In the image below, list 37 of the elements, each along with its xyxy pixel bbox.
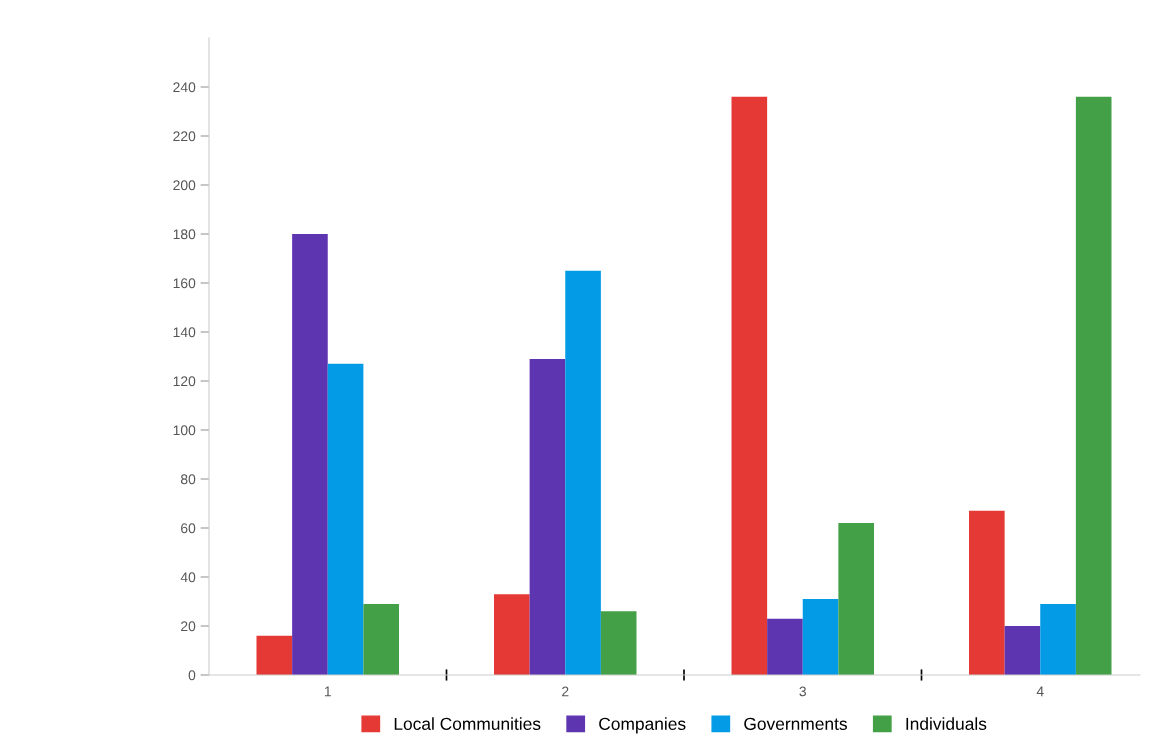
y-tick-label: 220 bbox=[173, 131, 196, 142]
bar bbox=[363, 603, 399, 675]
y-tick-label: 140 bbox=[173, 327, 196, 338]
bar bbox=[838, 523, 874, 675]
legend-label: Individuals bbox=[906, 717, 987, 730]
bar bbox=[1004, 626, 1041, 675]
bar bbox=[767, 618, 803, 675]
x-tick-label: 3 bbox=[799, 686, 806, 697]
y-tick-label: 120 bbox=[173, 376, 196, 387]
bar bbox=[565, 270, 601, 675]
x-tick-label: 1 bbox=[324, 686, 331, 697]
y-tick-label: 180 bbox=[173, 229, 196, 240]
bar bbox=[1075, 96, 1112, 675]
bar bbox=[600, 611, 637, 675]
bar bbox=[969, 510, 1005, 675]
bar bbox=[731, 96, 768, 675]
y-tick-label: 20 bbox=[181, 621, 196, 632]
x-tick-label: 2 bbox=[562, 686, 569, 697]
legend-label: Local Communities bbox=[394, 717, 541, 730]
bar bbox=[802, 599, 839, 675]
bar bbox=[256, 635, 293, 675]
y-tick-label: 160 bbox=[173, 278, 196, 289]
bar bbox=[292, 234, 328, 675]
y-tick-label: 40 bbox=[180, 572, 196, 583]
x-tick-label: 4 bbox=[1036, 686, 1044, 697]
y-tick-label: 200 bbox=[173, 180, 196, 191]
bar bbox=[494, 594, 530, 675]
y-tick-label: 60 bbox=[181, 523, 196, 534]
legend-label: Companies bbox=[599, 717, 686, 734]
bar bbox=[327, 363, 364, 675]
legend-label: Governments bbox=[744, 717, 847, 730]
y-tick-label: 100 bbox=[173, 425, 196, 436]
y-tick-label: 240 bbox=[173, 82, 196, 93]
bar bbox=[1040, 603, 1076, 675]
bar bbox=[529, 358, 566, 675]
y-tick-label: 0 bbox=[188, 670, 196, 681]
y-tick-label: 80 bbox=[180, 474, 196, 485]
